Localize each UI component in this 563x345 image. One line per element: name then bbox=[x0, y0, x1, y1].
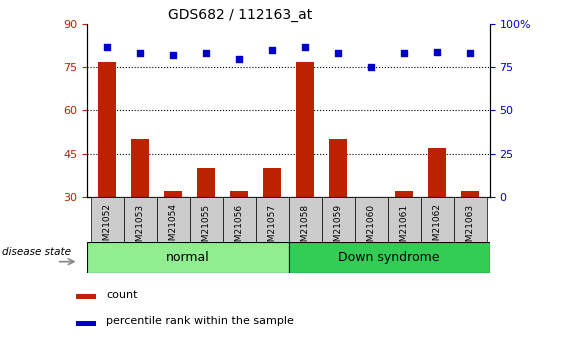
Text: GSM21055: GSM21055 bbox=[202, 203, 211, 253]
Bar bbox=[98, 61, 116, 197]
Bar bbox=[131, 139, 149, 197]
Text: GSM21054: GSM21054 bbox=[168, 203, 177, 253]
Text: Down syndrome: Down syndrome bbox=[338, 250, 440, 264]
Text: GSM21061: GSM21061 bbox=[400, 203, 409, 253]
Text: GSM21058: GSM21058 bbox=[301, 203, 310, 253]
Bar bbox=[164, 191, 182, 197]
Point bbox=[333, 51, 342, 56]
Bar bbox=[190, 197, 222, 241]
Bar bbox=[222, 197, 256, 241]
Point bbox=[466, 51, 475, 56]
Text: GSM21060: GSM21060 bbox=[367, 203, 376, 253]
Text: GSM21063: GSM21063 bbox=[466, 203, 475, 253]
Bar bbox=[329, 139, 347, 197]
Text: GSM21053: GSM21053 bbox=[136, 203, 145, 253]
Text: disease state: disease state bbox=[2, 247, 71, 257]
Point bbox=[367, 65, 376, 70]
Bar bbox=[91, 197, 123, 241]
Point bbox=[102, 44, 111, 49]
Bar bbox=[355, 197, 387, 241]
Bar bbox=[230, 191, 248, 197]
Text: GSM21059: GSM21059 bbox=[333, 203, 342, 253]
Bar bbox=[87, 241, 289, 273]
Bar bbox=[387, 197, 421, 241]
Bar bbox=[395, 191, 413, 197]
Bar bbox=[123, 197, 157, 241]
Point bbox=[235, 56, 244, 61]
Point bbox=[301, 44, 310, 49]
Bar bbox=[454, 197, 486, 241]
Text: percentile rank within the sample: percentile rank within the sample bbox=[106, 316, 294, 326]
Bar bbox=[76, 294, 96, 299]
Bar bbox=[157, 197, 190, 241]
Point bbox=[432, 49, 441, 55]
Bar bbox=[197, 168, 215, 197]
Text: count: count bbox=[106, 290, 138, 300]
Point bbox=[136, 51, 145, 56]
Text: GSM21056: GSM21056 bbox=[235, 203, 244, 253]
Bar bbox=[421, 197, 454, 241]
Bar bbox=[321, 197, 355, 241]
Text: GSM21052: GSM21052 bbox=[102, 203, 111, 253]
Bar bbox=[289, 197, 321, 241]
Bar bbox=[289, 241, 490, 273]
Point bbox=[168, 52, 177, 58]
Bar bbox=[76, 321, 96, 326]
Point bbox=[202, 51, 211, 56]
Text: GSM21062: GSM21062 bbox=[432, 203, 441, 253]
Bar bbox=[428, 148, 446, 197]
Text: GSM21057: GSM21057 bbox=[267, 203, 276, 253]
Point bbox=[267, 47, 276, 53]
Bar bbox=[461, 191, 479, 197]
Point bbox=[400, 51, 409, 56]
Bar bbox=[263, 168, 281, 197]
Title: GDS682 / 112163_at: GDS682 / 112163_at bbox=[168, 8, 312, 22]
Bar bbox=[256, 197, 289, 241]
Text: normal: normal bbox=[166, 250, 210, 264]
Bar bbox=[296, 61, 314, 197]
